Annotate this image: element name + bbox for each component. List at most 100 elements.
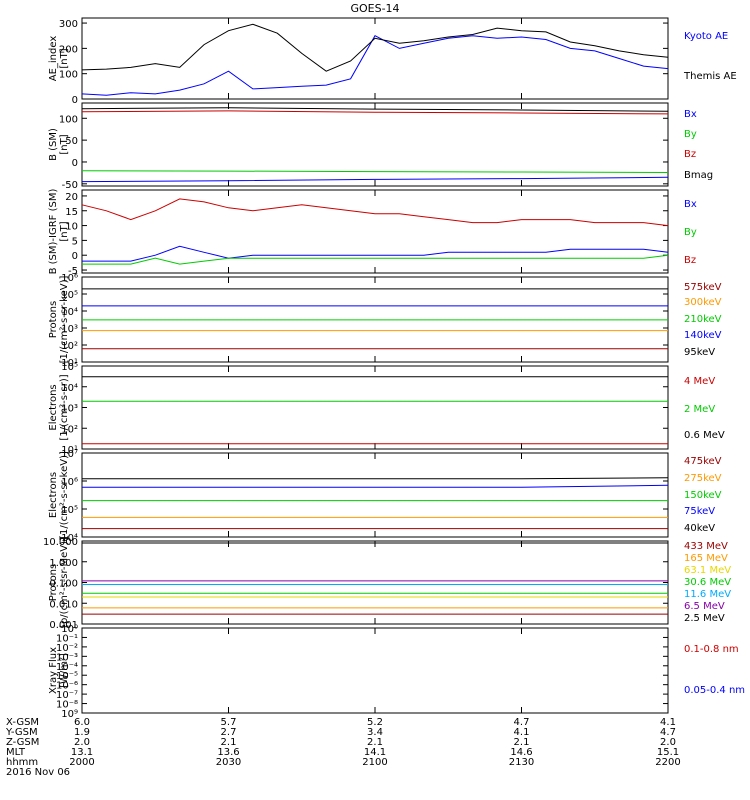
y-tick-label: 10⁴ (61, 533, 78, 544)
ephemeris-row-label: MLT (6, 747, 26, 758)
y-tick-label: 10⁻⁴ (56, 662, 78, 673)
y-tick-label: 10¹ (61, 445, 78, 456)
y-axis-label: Protons (48, 301, 59, 338)
legend-entry: 75keV (684, 506, 715, 517)
y-axis-unit: [W/m²] (59, 653, 70, 688)
ephemeris-value: 4.7 (660, 727, 676, 738)
y-tick-label: 10⁹ (61, 709, 78, 720)
y-tick-label: 10.000 (43, 537, 78, 548)
y-axis-label: Electrons (48, 384, 59, 430)
legend-entry: 4 MeV (684, 376, 715, 387)
y-axis-label: Xray Flux (48, 647, 59, 694)
ephemeris-value: 14.1 (364, 747, 386, 758)
legend-entry: 11.6 MeV (684, 589, 731, 600)
panel-frame (81, 189, 669, 274)
y-tick-label: 10⁵ (61, 505, 78, 516)
legend-entry: Bx (684, 199, 697, 210)
y-tick-label: -5 (68, 266, 78, 277)
y-tick-label: 1.000 (49, 558, 78, 569)
ephemeris-value: 2.0 (660, 737, 676, 748)
ephemeris-value: 2.1 (367, 737, 383, 748)
legend-entry: 0.6 MeV (684, 430, 725, 441)
ephemeris-value: 4.7 (514, 717, 530, 728)
y-tick-label: 10⁻³ (56, 652, 78, 663)
series-line-bz (81, 198, 669, 227)
y-tick-label: 100 (59, 114, 78, 125)
panel-7: 0.001 0.010 0.100 1.000 10.000 Protons [p/(cm²… (43, 537, 731, 631)
ephemeris-value: 1.9 (74, 727, 90, 738)
y-tick-label: 0.010 (49, 599, 78, 610)
y-tick-label: 10² (61, 424, 78, 435)
series-line-bx (82, 245, 669, 262)
ephemeris-value: 4.1 (514, 727, 530, 738)
y-tick-label: 0.001 (49, 620, 78, 631)
ephemeris-row-label: hhmm (6, 757, 38, 768)
series-line-bx (81, 176, 669, 183)
y-axis-label: Electrons (48, 472, 59, 518)
ephemeris-value: 2000 (69, 757, 94, 768)
panel-3: -5 0 5 10 15 20 B (SM)-IGRF (SM) [nT] Bx By Bz (48, 189, 697, 278)
ephemeris-row-label: Y-GSM (5, 727, 38, 738)
legend-entry: Bx (684, 109, 697, 120)
legend-entry: 210keV (684, 314, 722, 325)
y-tick-label: 0 (72, 251, 78, 262)
ephemeris-row-label: X-GSM (6, 717, 39, 728)
legend-entry: 6.5 MeV (684, 601, 725, 612)
series-line-by (81, 170, 669, 173)
legend-entry: 433 MeV (684, 541, 728, 552)
legend-entry: 95keV (684, 347, 715, 358)
ephemeris-row-label: 2016 Nov 06 (6, 767, 70, 778)
y-tick-label: 10⁵ (61, 290, 78, 301)
ephemeris-value: 15.1 (657, 747, 679, 758)
legend-entry: 2 MeV (684, 404, 715, 415)
legend-entry: 165 MeV (684, 553, 728, 564)
legend-entry: Bz (684, 255, 696, 266)
y-tick-label: 10⁶ (61, 273, 78, 284)
series-line-40kev (82, 477, 669, 480)
ephemeris-value: 2.7 (221, 727, 237, 738)
legend-entry: 150keV (684, 490, 722, 501)
legend-entry: 30.6 MeV (684, 577, 731, 588)
legend-entry: 275keV (684, 473, 722, 484)
y-tick-label: 10⁻⁵ (56, 671, 78, 682)
legend-entry: 300keV (684, 297, 722, 308)
y-tick-label: 10³ (61, 404, 78, 415)
y-tick-label: 0.100 (49, 579, 78, 590)
panel-frame (81, 102, 669, 187)
y-tick-label: 300 (59, 19, 78, 30)
y-tick-label: 10⁻⁸ (56, 700, 78, 711)
y-tick-label: 10¹ (61, 358, 78, 369)
legend-entry: Themis AE (683, 71, 737, 82)
ephemeris-value: 2.1 (514, 737, 530, 748)
ephemeris-value: 4.1 (660, 717, 676, 728)
ephemeris-value: 2130 (509, 757, 534, 768)
panel-frame (81, 627, 669, 714)
panel-frame (81, 540, 669, 625)
panel-frame (81, 17, 669, 100)
legend-entry: 575keV (684, 282, 722, 293)
y-tick-label: 0 (72, 95, 78, 106)
ephemeris-value: 2030 (216, 757, 241, 768)
y-tick-label: 0 (72, 158, 78, 169)
y-axis-unit: [1/(cm²-s-sr)] (59, 374, 70, 440)
y-tick-label: 10⁷ (61, 449, 78, 460)
legend-entry: By (684, 227, 697, 238)
panel-4: 10¹ 10² 10³ 10⁴ 10⁵ 10⁶ Protons [1/(cm²-s-sr-ke… (48, 273, 722, 369)
ephemeris-row-label: Z-GSM (6, 737, 39, 748)
series-line-bz (81, 110, 669, 115)
y-axis-unit: [1/(cm²-s-sr-keV)] (59, 451, 70, 539)
legend-entry: 475keV (684, 456, 722, 467)
y-tick-label: 10⁰ (61, 624, 78, 635)
y-tick-label: 50 (65, 136, 78, 147)
series-line-75kev (82, 484, 669, 488)
legend-entry: 2.5 MeV (684, 613, 725, 624)
y-tick-label: 10⁴ (61, 383, 78, 394)
ephemeris-value: 6.0 (74, 717, 90, 728)
y-tick-label: 10⁻⁶ (56, 681, 78, 692)
panel-6: 10⁴ 10⁵ 10⁶ 10⁷ Electrons [1/(cm²-s-sr-keV)] 4… (48, 449, 722, 544)
y-tick-label: 10 (65, 222, 78, 233)
legend-entry: 140keV (684, 330, 722, 341)
y-tick-label: 10⁻⁷ (56, 690, 78, 701)
